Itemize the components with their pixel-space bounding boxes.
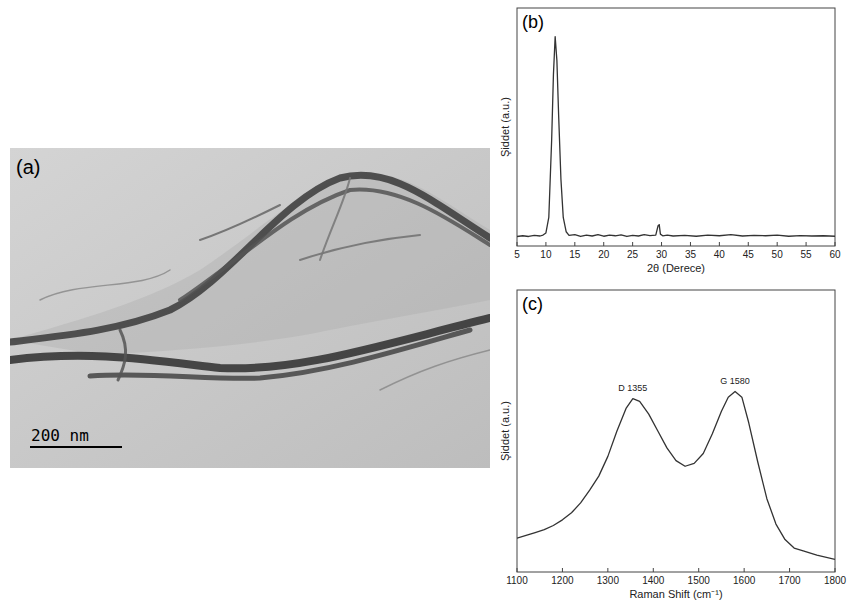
x-tick-label: 40 bbox=[714, 249, 726, 260]
x-tick bbox=[806, 242, 807, 246]
peak-annotation: G 1580 bbox=[720, 376, 750, 386]
x-tick-label: 1200 bbox=[551, 575, 574, 586]
scale-bar bbox=[30, 446, 122, 448]
x-tick bbox=[574, 242, 575, 246]
x-tick bbox=[661, 242, 662, 246]
x-tick bbox=[748, 242, 749, 246]
x-tick-label: 55 bbox=[801, 249, 813, 260]
x-tick-label: 10 bbox=[540, 249, 552, 260]
x-tick-label: 5 bbox=[514, 249, 520, 260]
x-tick-label: 1500 bbox=[688, 575, 711, 586]
x-tick bbox=[632, 242, 633, 246]
sheet-fold bbox=[380, 350, 490, 390]
x-tick bbox=[562, 568, 563, 572]
x-tick bbox=[835, 242, 836, 246]
x-tick bbox=[603, 242, 604, 246]
x-tick-label: 1700 bbox=[778, 575, 801, 586]
x-tick-label: 1300 bbox=[597, 575, 620, 586]
x-tick bbox=[777, 242, 778, 246]
x-tick bbox=[517, 568, 518, 572]
x-tick bbox=[545, 242, 546, 246]
x-tick-label: 1400 bbox=[642, 575, 665, 586]
plot-frame bbox=[517, 8, 835, 246]
x-tick-label: 20 bbox=[598, 249, 610, 260]
x-tick bbox=[690, 242, 691, 246]
x-tick bbox=[698, 568, 699, 572]
y-axis-title: Şiddet (a.u.) bbox=[499, 401, 511, 461]
sheet-fold bbox=[40, 270, 170, 300]
x-tick-label: 15 bbox=[569, 249, 581, 260]
sheet-fold bbox=[10, 175, 490, 342]
plot-frame bbox=[517, 290, 835, 572]
x-tick bbox=[835, 568, 836, 572]
x-tick bbox=[607, 568, 608, 572]
panel-0: 5 10 15 20 25 30 35 40 45 50 55 60 2θ (Derece) Şiddet… bbox=[499, 8, 841, 274]
y-axis-title: Şiddet (a.u.) bbox=[499, 97, 511, 157]
tem-image bbox=[10, 148, 490, 468]
scale-bar-label: 200 nm bbox=[31, 426, 89, 445]
graphene-sheet bbox=[10, 173, 490, 355]
x-axis-title: Raman Shift (cm⁻¹) bbox=[629, 588, 722, 600]
sheet-fold bbox=[118, 330, 126, 380]
data-line bbox=[517, 392, 835, 560]
data-line bbox=[517, 37, 835, 237]
sheet-fold bbox=[180, 190, 490, 300]
x-tick bbox=[517, 242, 518, 246]
panel-1: 1100 1200 1300 1400 1500 1600 1700 1800 Raman Sh… bbox=[499, 290, 847, 600]
sheet-fold bbox=[200, 205, 280, 240]
panel-label: (a) bbox=[16, 156, 40, 178]
panel-label: (c) bbox=[522, 294, 543, 314]
x-tick-label: 50 bbox=[772, 249, 784, 260]
tem-background bbox=[10, 148, 490, 468]
sheet-fold bbox=[300, 235, 420, 260]
x-tick bbox=[653, 568, 654, 572]
x-tick-label: 1800 bbox=[824, 575, 847, 586]
x-tick-label: 1600 bbox=[733, 575, 756, 586]
figure: (a) 200 nm 5 10 15 20 25 30 35 40 45 50 55 60 2θ (Dere… bbox=[0, 0, 850, 612]
x-tick-label: 60 bbox=[829, 249, 841, 260]
x-tick bbox=[719, 242, 720, 246]
peak-annotation: D 1355 bbox=[618, 383, 647, 393]
x-tick-label: 25 bbox=[627, 249, 639, 260]
x-tick-label: 35 bbox=[685, 249, 697, 260]
x-tick-label: 30 bbox=[656, 249, 668, 260]
plot-data bbox=[517, 37, 835, 237]
x-tick-label: 1100 bbox=[506, 575, 528, 586]
x-axis-title: 2θ (Derece) bbox=[647, 262, 705, 274]
panel-label: (b) bbox=[522, 12, 544, 32]
sheet-fold bbox=[90, 330, 470, 378]
plot-data bbox=[517, 392, 835, 560]
sheet-fold bbox=[320, 178, 350, 260]
x-tick bbox=[789, 568, 790, 572]
x-tick-label: 45 bbox=[743, 249, 755, 260]
x-tick bbox=[744, 568, 745, 572]
